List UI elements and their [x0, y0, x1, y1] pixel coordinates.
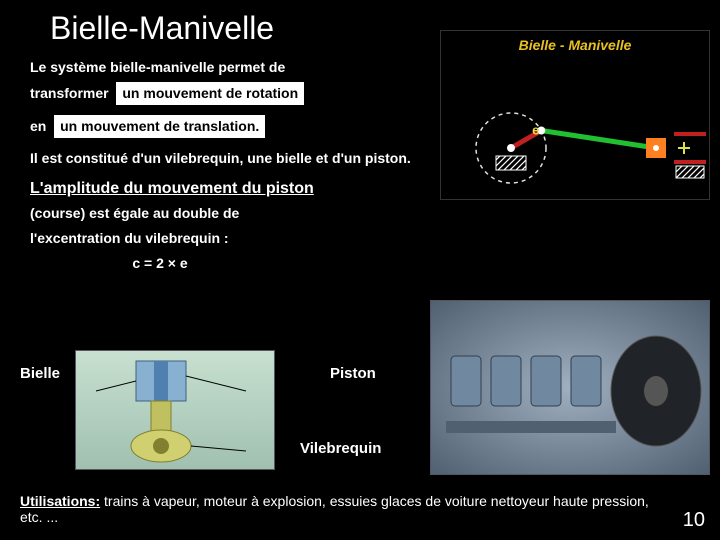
intro-line-3: en un mouvement de translation. [30, 115, 460, 138]
mechanism-diagram: Bielle - Manivelle e [440, 30, 710, 200]
content-text: Le système bielle-manivelle permet de tr… [30, 57, 460, 274]
svg-text:e: e [532, 122, 539, 137]
mechanism-svg: e [441, 53, 711, 198]
blank-translation: un mouvement de translation. [54, 115, 265, 138]
blank-rotation: un mouvement de rotation [116, 82, 304, 105]
en-prefix: en [30, 118, 46, 134]
utilisation-label: Utilisations: [20, 493, 100, 509]
engine-crankshaft-image [430, 300, 710, 475]
formula-text: c = 2 × e [30, 253, 290, 274]
amplitude-heading: L'amplitude du mouvement du piston [30, 177, 460, 201]
diagram-title: Bielle - Manivelle [441, 37, 709, 53]
amplitude-line-1: (course) est égale au double de [30, 203, 460, 224]
piston-label: Piston [330, 365, 376, 382]
intro-line-2: transformer un mouvement de rotation [30, 82, 460, 105]
transformer-prefix: transformer [30, 85, 109, 101]
piston-illustration-icon [76, 351, 276, 471]
amplitude-line-2: l'excentration du vilebrequin : [30, 228, 460, 249]
page-number: 10 [683, 509, 705, 532]
bielle-piston-image [75, 350, 275, 470]
utilisation-body: trains à vapeur, moteur à explosion, ess… [20, 493, 649, 525]
utilisation-text: Utilisations: trains à vapeur, moteur à … [20, 493, 660, 525]
intro-line-1: Le système bielle-manivelle permet de [30, 57, 460, 78]
vilebrequin-label: Vilebrequin [300, 440, 381, 457]
description-text: Il est constitué d'un vilebrequin, une b… [30, 148, 460, 169]
bielle-label: Bielle [20, 365, 60, 382]
crankshaft-illustration-icon [431, 301, 711, 476]
